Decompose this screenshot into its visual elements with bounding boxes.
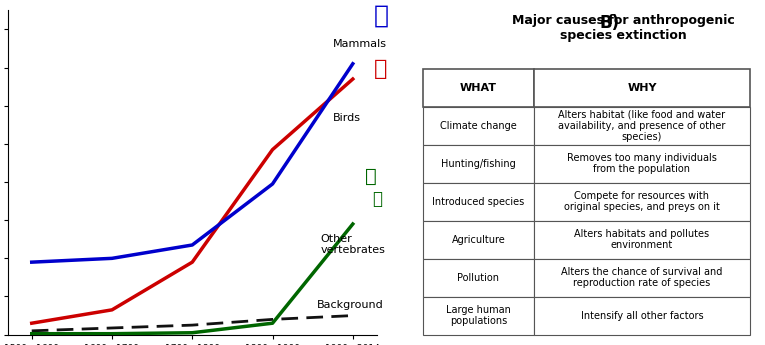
Text: Mammals: Mammals xyxy=(333,39,387,49)
Text: 🐸: 🐸 xyxy=(372,190,382,208)
Text: B): B) xyxy=(599,13,619,32)
Text: 🦎: 🦎 xyxy=(365,167,376,186)
Text: Major causes for anthropogenic
species extinction: Major causes for anthropogenic species e… xyxy=(513,13,735,42)
Text: Other
vertebrates: Other vertebrates xyxy=(321,234,386,255)
Text: Birds: Birds xyxy=(333,114,361,124)
Text: Background: Background xyxy=(317,300,383,310)
Text: 🐘: 🐘 xyxy=(373,4,389,28)
Text: 🦅: 🦅 xyxy=(374,59,388,79)
